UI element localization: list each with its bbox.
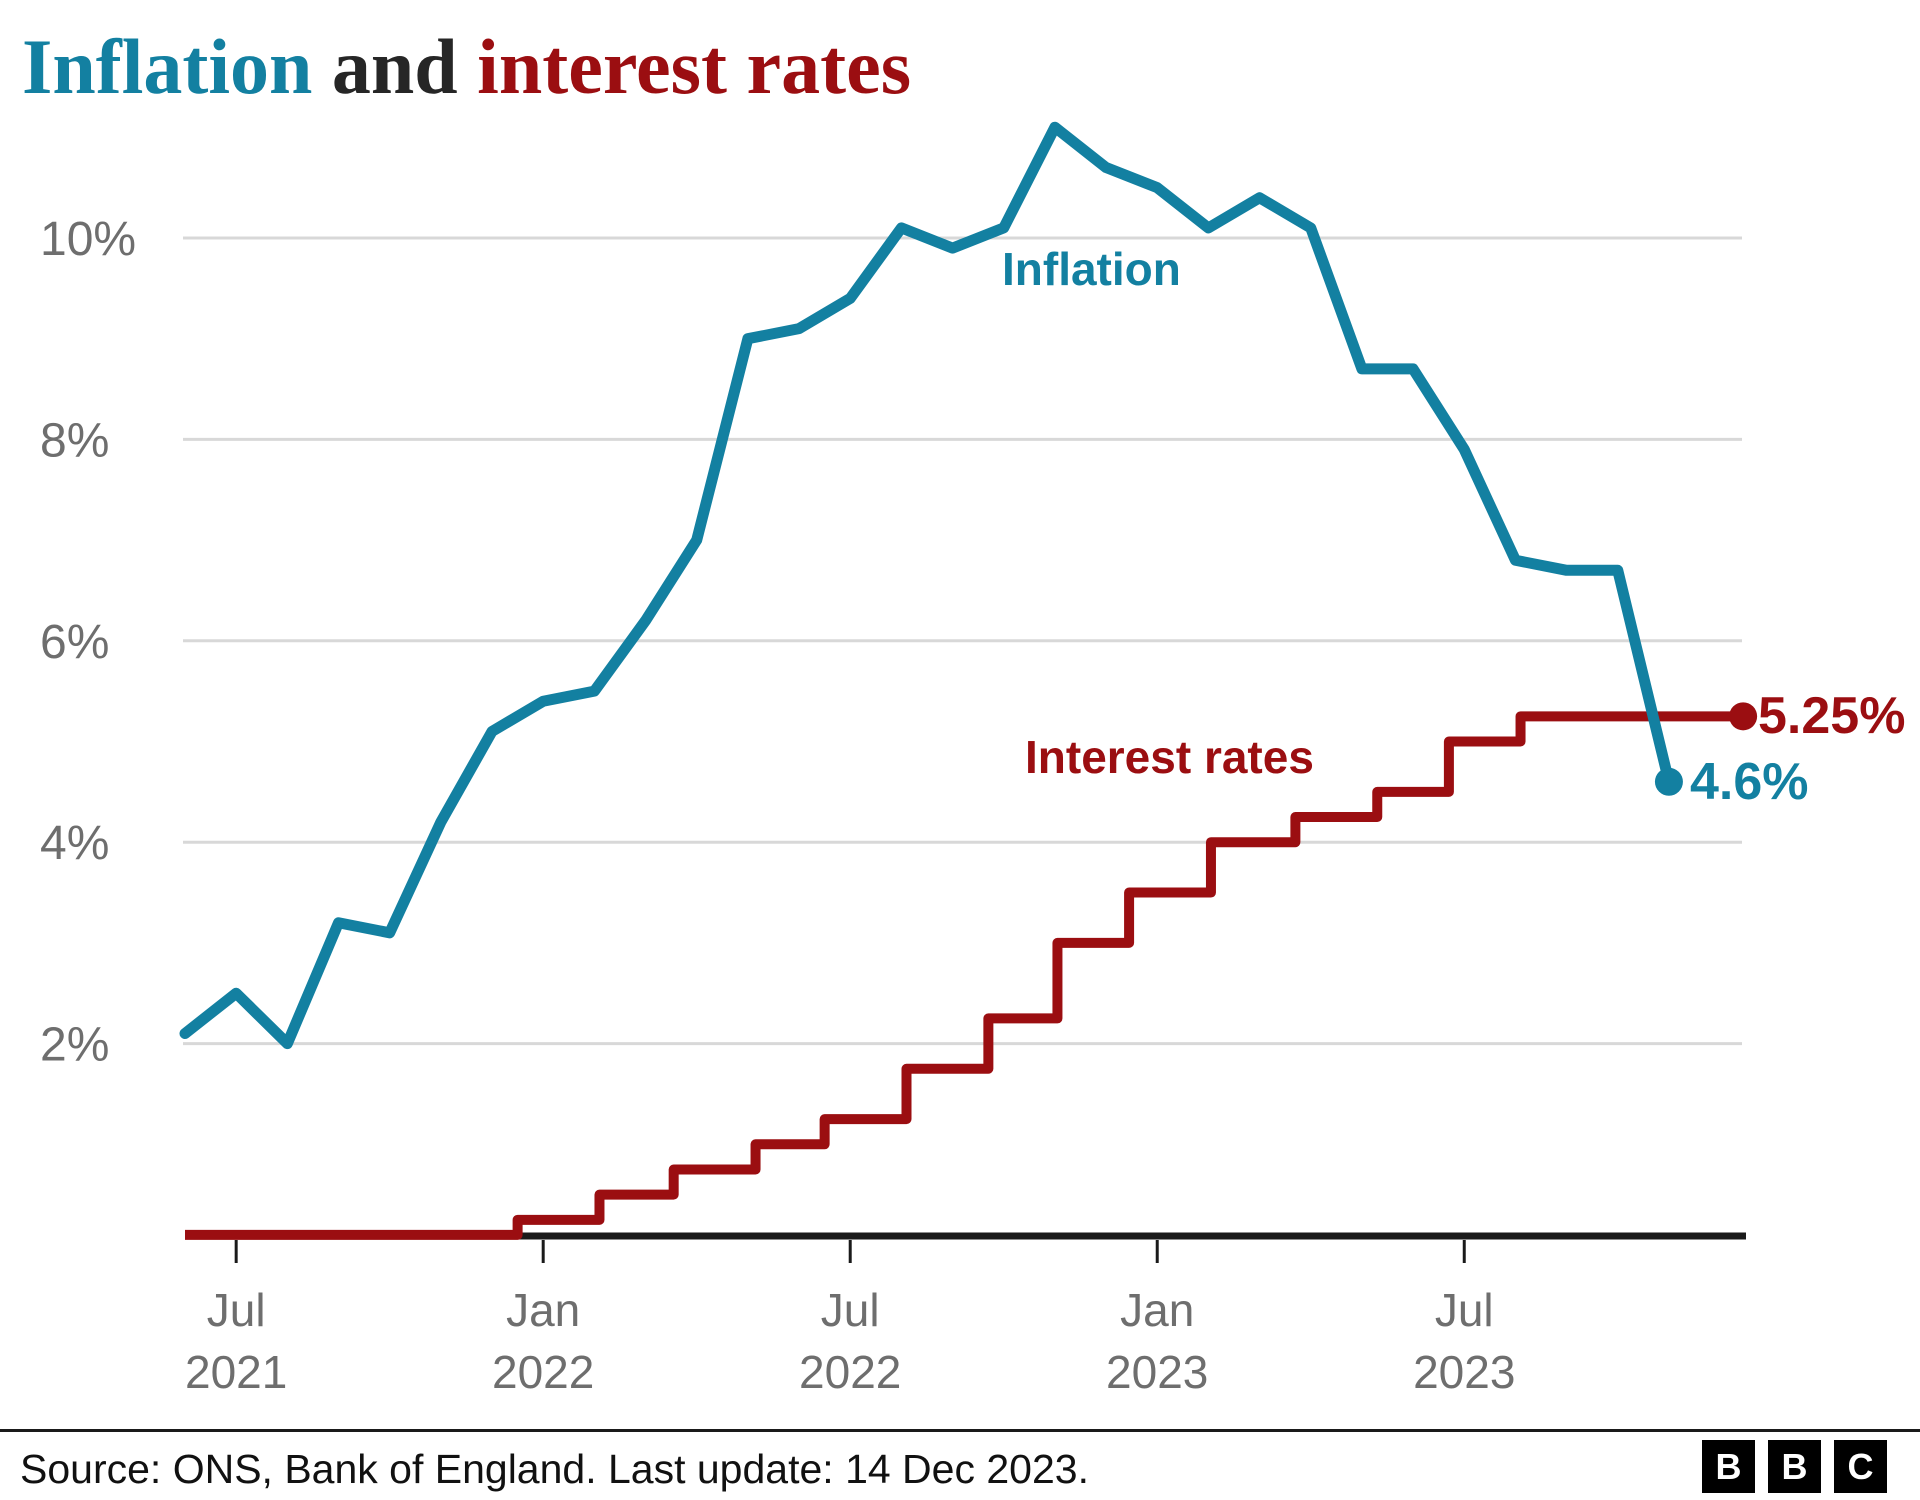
y-axis-label: 6% xyxy=(40,616,109,669)
inflation-end-dot xyxy=(1654,767,1683,796)
x-axis-tick-label-month: Jan xyxy=(506,1284,580,1336)
y-axis-label: 2% xyxy=(40,1019,109,1072)
x-axis-tick-label-year: 2022 xyxy=(799,1346,901,1398)
x-axis-tick-label-year: 2022 xyxy=(492,1346,594,1398)
interest-rate-line xyxy=(185,711,1744,1240)
x-axis-tick-label-year: 2023 xyxy=(1413,1346,1515,1398)
footer-divider xyxy=(0,1429,1920,1432)
source-attribution: Source: ONS, Bank of England. Last updat… xyxy=(20,1446,1089,1492)
bbc-logo-block-1: B xyxy=(1702,1440,1755,1493)
inflation-line xyxy=(179,121,1675,1050)
x-axis-tick-label-month: Jul xyxy=(1435,1284,1494,1336)
title-word-and: and xyxy=(312,23,478,110)
y-axis-label: 8% xyxy=(40,414,109,467)
bbc-logo-block-2: B xyxy=(1768,1440,1821,1493)
x-axis-tick-label-month: Jan xyxy=(1120,1284,1194,1336)
bbc-logo-block-3: C xyxy=(1834,1440,1887,1493)
bbc-logo: B B C xyxy=(1702,1440,1887,1493)
x-axis-tick-label-month: Jul xyxy=(821,1284,880,1336)
title-word-inflation: Inflation xyxy=(22,23,313,110)
y-axis-label: 4% xyxy=(40,817,109,870)
x-axis-tick-label-year: 2023 xyxy=(1106,1346,1208,1398)
x-axis-tick-label-year: 2021 xyxy=(185,1346,287,1398)
y-axis-label: 10% xyxy=(40,213,136,266)
inflation-end-value: 4.6% xyxy=(1690,753,1809,811)
interest-rate-end-dot xyxy=(1729,702,1758,731)
title-words-interest-rates: interest rates xyxy=(477,23,912,110)
interest-rates-series-label: Interest rates xyxy=(1025,731,1314,783)
x-axis-tick-label-month: Jul xyxy=(207,1284,266,1336)
inflation-series-label: Inflation xyxy=(1002,243,1181,295)
interest-rate-end-value: 5.25% xyxy=(1758,687,1906,745)
chart-title: Inflation and interest rates xyxy=(22,24,911,110)
